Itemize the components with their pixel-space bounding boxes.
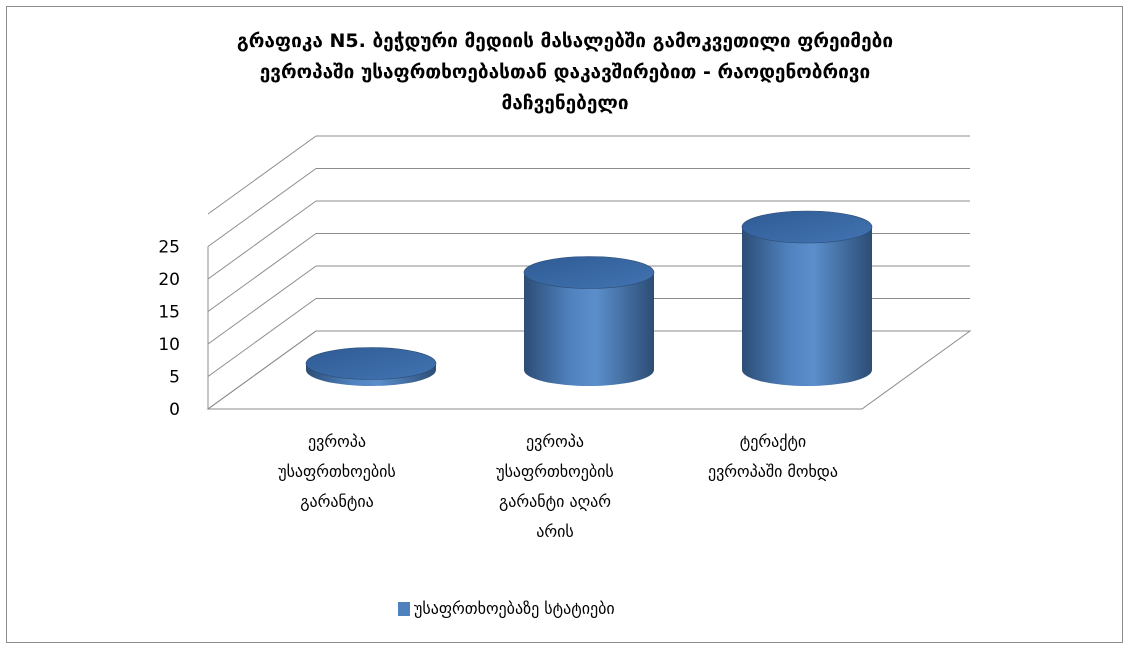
side-gridline xyxy=(208,331,316,409)
bar-3 xyxy=(742,211,872,386)
y-tick-label: 25 xyxy=(158,238,180,258)
legend: უსაფრთხოებაზე სტატიები xyxy=(398,599,615,618)
bar-body xyxy=(742,227,872,386)
category-labels: ევროპა უსაფრთხოების გარანტია ევროპა უსაფრთხო… xyxy=(278,432,838,541)
bar-1 xyxy=(306,348,436,387)
bar-top xyxy=(306,348,436,380)
bar-top xyxy=(524,257,654,289)
y-tick-label: 15 xyxy=(158,303,180,323)
side-gridline xyxy=(208,234,316,312)
y-tick-label: 0 xyxy=(169,400,180,420)
bar-2 xyxy=(524,257,654,387)
legend-label: უსაფრთხოებაზე სტატიები xyxy=(414,599,615,618)
legend-swatch xyxy=(398,602,410,616)
side-gridline xyxy=(208,169,316,247)
side-gridline xyxy=(208,201,316,279)
side-gridline xyxy=(208,136,316,214)
side-gridline xyxy=(208,299,316,377)
side-gridline xyxy=(208,266,316,344)
y-tick-label: 5 xyxy=(169,368,180,388)
y-tick-label: 10 xyxy=(158,335,180,355)
category-label-3: ტერაქტი ევროპაში მოხდა xyxy=(708,432,838,481)
bar-top xyxy=(742,211,872,243)
category-label-1: ევროპა უსაფრთხოების გარანტია xyxy=(278,432,396,511)
bar-body xyxy=(524,273,654,387)
legend-item: უსაფრთხოებაზე სტატიები xyxy=(398,599,615,618)
y-tick-label: 20 xyxy=(158,270,180,290)
y-axis: 0 5 10 15 20 25 xyxy=(158,238,208,421)
category-label-2: ევროპა უსაფრთხოების გარანტი აღარ არის xyxy=(496,432,614,541)
